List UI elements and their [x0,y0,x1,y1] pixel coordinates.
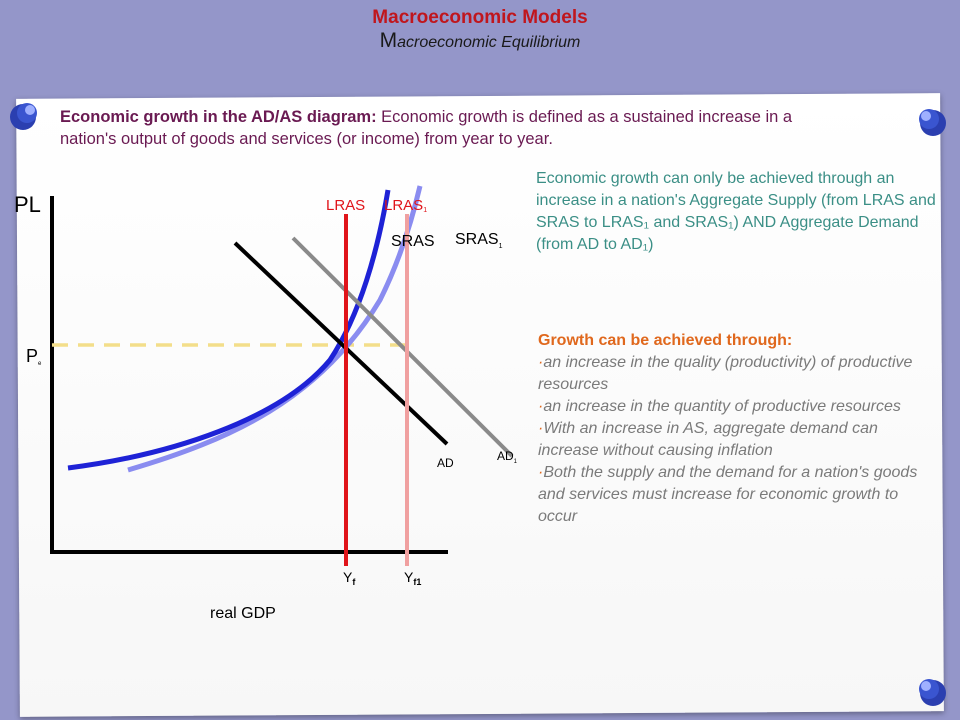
subtitle-initial: M [379,29,398,52]
push-pin-icon [919,109,946,136]
ad-curve [233,241,449,446]
ad1-label: AD1 [497,449,518,465]
growth-bullet: ·With an increase in AS, aggregate deman… [538,420,878,459]
sras-label: SRAS [391,233,435,250]
growth-list: Growth can be achieved through: ·an incr… [538,330,930,528]
slide-subtitle: Macroeconomic Equilibrium [0,30,960,54]
growth-bullet: ·Both the supply and the demand for a na… [538,464,918,525]
y-axis-label: PL [14,192,41,217]
sras1-curve [127,185,423,473]
pe-label: Pe [26,346,42,367]
intro-bold: Economic growth in the AD/AS diagram: [60,108,377,126]
lras-label: LRAS [326,197,365,214]
push-pin-icon [919,679,946,706]
lras1-label: LRAS1 [384,197,427,214]
ad-label: AD [437,456,454,470]
x-axis-label: real GDP [210,605,276,622]
push-pin-icon [10,103,37,130]
subtitle-rest: acroeconomic Equilibrium [397,34,581,51]
explanation-paragraph: Economic growth can only be achieved thr… [536,170,936,253]
intro-text: Economic growth is defined as a sustaine… [60,108,793,148]
growth-bullet: ·an increase in the quantity of producti… [538,398,901,415]
growth-bullet: ·an increase in the quality (productivit… [538,354,913,393]
header: Macroeconomic Models Macroeconomic Equil… [0,6,960,54]
slide-title: Macroeconomic Models [372,7,588,28]
sras1-label: SRAS1 [455,231,503,250]
ad1-curve [291,236,514,458]
yf1-label: Yf1 [404,569,421,587]
sras-curve [67,189,391,471]
yf-label: Yf [343,569,356,587]
intro-paragraph: Economic growth in the AD/AS diagram: Ec… [60,106,820,150]
growth-heading: Growth can be achieved through: [538,332,793,349]
